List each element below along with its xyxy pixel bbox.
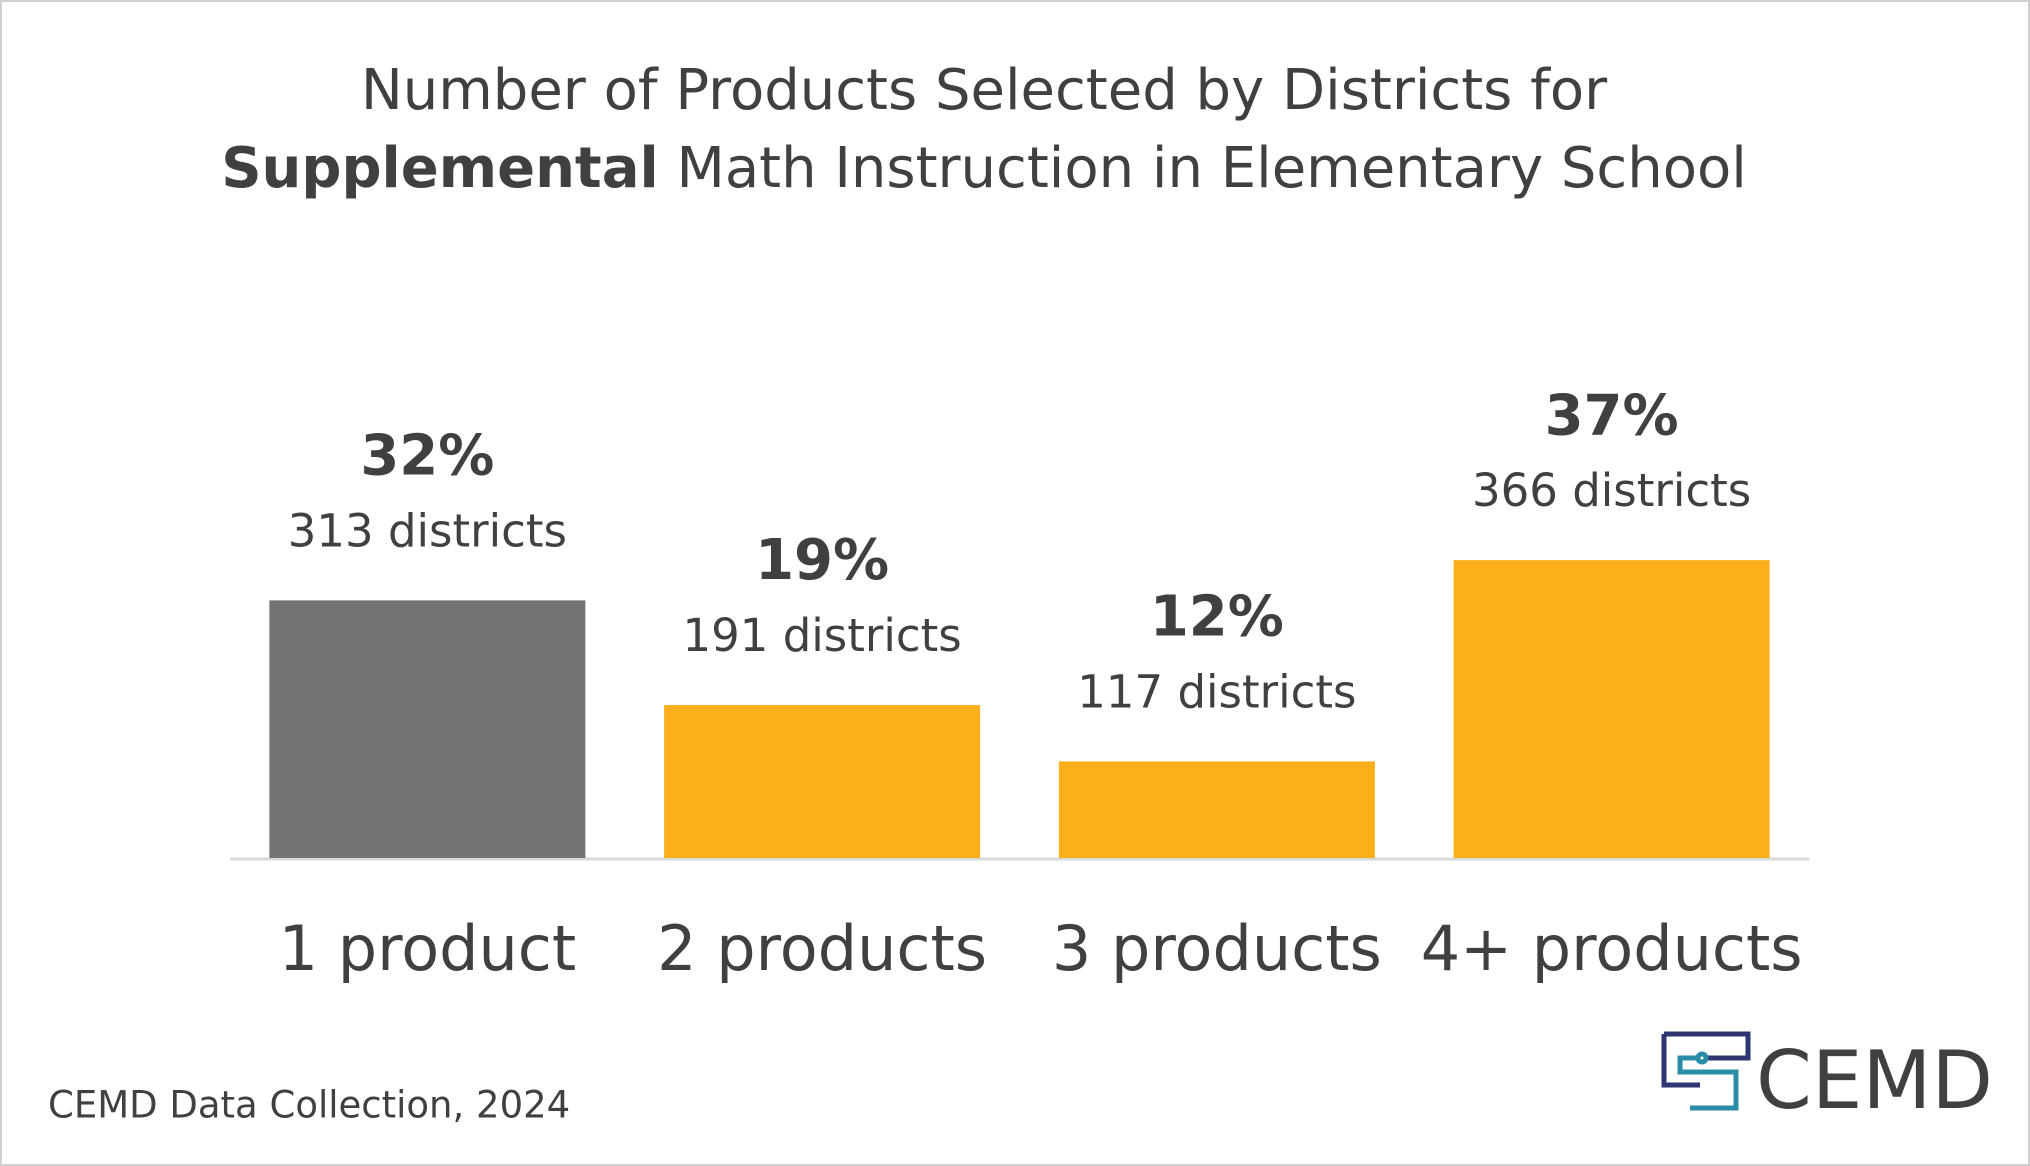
title-bold: Supplemental: [221, 136, 659, 201]
title-rest: Math Instruction in Elementary School: [677, 136, 1747, 201]
x-tick-label: 3 products: [1052, 912, 1382, 985]
bar: [269, 600, 586, 858]
bar: [664, 705, 981, 858]
logo-text: CEMD: [1756, 1034, 1993, 1127]
value-label: 37%: [1545, 383, 1679, 448]
x-tick-label: 1 product: [279, 912, 577, 985]
chart-title-line2: Supplemental Math Instruction in Element…: [221, 136, 1747, 201]
count-label: 117 districts: [1077, 665, 1356, 718]
value-label: 19%: [755, 528, 889, 593]
logo-icon: [1661, 1031, 1751, 1111]
bar: [1058, 761, 1375, 858]
bar: [1453, 560, 1770, 858]
value-label: 32%: [360, 424, 494, 489]
chart-title: Number of Products Selected by Districts…: [361, 58, 1608, 123]
source: CEMD Data Collection, 2024: [48, 1084, 570, 1127]
x-tick-label: 4+ products: [1421, 912, 1803, 985]
count-label: 366 districts: [1472, 464, 1751, 517]
value-label: 12%: [1150, 585, 1284, 650]
x-tick-label: 2 products: [657, 912, 987, 985]
count-label: 313 districts: [288, 504, 567, 557]
count-label: 191 districts: [683, 609, 962, 662]
